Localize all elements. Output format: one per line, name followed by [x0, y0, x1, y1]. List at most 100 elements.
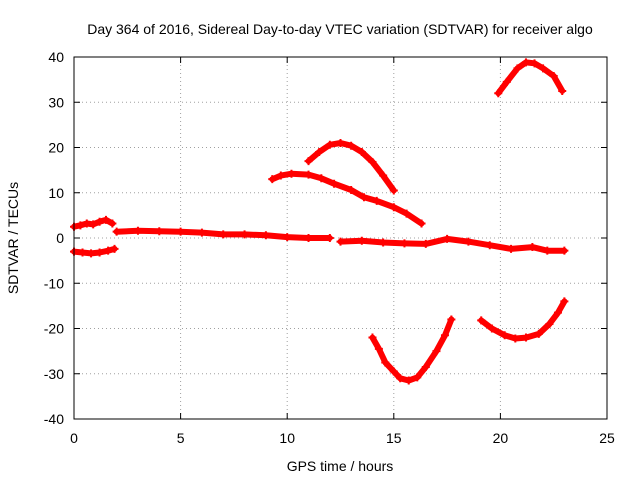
data-point: [283, 233, 292, 242]
data-point: [553, 308, 562, 317]
series-arc-7: [494, 58, 567, 98]
data-point: [104, 246, 113, 255]
y-tick-label: 30: [48, 94, 64, 110]
data-point: [155, 227, 164, 236]
data-point: [521, 333, 530, 342]
data-point: [219, 230, 228, 239]
data-point: [315, 148, 324, 157]
data-point: [507, 244, 516, 253]
data-point: [347, 141, 356, 150]
data-point: [545, 319, 554, 328]
x-tick-label: 0: [70, 430, 78, 446]
tick-labels: 0 5 10 15 20 25 -40 -30 -20 -10 0 10 20 30 40: [44, 49, 615, 446]
data-point: [440, 331, 449, 340]
data-point: [374, 344, 383, 353]
data-point: [317, 174, 326, 183]
data-point: [421, 362, 430, 371]
data-point: [549, 72, 558, 81]
data-point: [368, 333, 377, 342]
data-point: [101, 215, 110, 224]
data-point: [539, 64, 548, 73]
data-point: [502, 77, 511, 86]
data-point: [560, 297, 569, 306]
series-arc-8: [368, 315, 456, 385]
data-point: [108, 219, 117, 228]
x-axis-title: GPS time / hours: [287, 458, 394, 474]
data-point: [543, 246, 552, 255]
data-point: [513, 64, 522, 73]
data-point: [477, 316, 486, 325]
data-point: [381, 358, 390, 367]
data-point: [133, 226, 142, 235]
data-point: [521, 58, 530, 67]
data-point: [400, 239, 409, 248]
data-point: [389, 203, 398, 212]
data-point: [404, 376, 413, 385]
series-arc-4: [336, 234, 569, 255]
data-point: [89, 220, 98, 229]
y-tick-label: 20: [48, 140, 64, 156]
y-tick-label: -20: [44, 321, 64, 337]
data-point: [417, 219, 426, 228]
data-point: [78, 248, 87, 257]
data-point: [95, 248, 104, 257]
data-point: [379, 238, 388, 247]
data-point: [330, 179, 339, 188]
x-tick-label: 15: [386, 430, 402, 446]
data-point: [511, 334, 520, 343]
x-tick-label: 20: [493, 430, 509, 446]
chart-title: Day 364 of 2016, Sidereal Day-to-day VTE…: [87, 21, 593, 37]
series-arc-5: [268, 169, 426, 228]
data-point: [359, 193, 368, 202]
data-point: [413, 373, 422, 382]
data-point: [402, 209, 411, 218]
data-point: [276, 171, 285, 180]
data-point: [389, 367, 398, 376]
y-tick-label: 0: [56, 230, 64, 246]
data-point: [76, 221, 85, 230]
series-line: [495, 59, 566, 97]
data-point: [112, 227, 121, 236]
x-tick-label: 10: [279, 430, 295, 446]
y-tick-label: -10: [44, 275, 64, 291]
data-point: [268, 175, 277, 184]
y-tick-label: 40: [48, 49, 64, 65]
data-point: [304, 170, 313, 179]
data-point: [95, 217, 104, 226]
data-point: [176, 227, 185, 236]
data-point: [500, 331, 509, 340]
data-point: [528, 243, 537, 252]
data-point: [304, 234, 313, 242]
data-series: [70, 58, 569, 385]
data-point: [464, 237, 473, 246]
data-point: [325, 140, 334, 149]
data-point: [287, 169, 296, 178]
axis-ticks: [73, 56, 608, 420]
data-point: [357, 236, 366, 245]
data-point: [368, 157, 377, 166]
data-point: [197, 228, 206, 237]
data-point: [530, 59, 539, 68]
data-point: [396, 374, 405, 383]
data-point: [87, 249, 96, 258]
data-point: [432, 347, 441, 356]
data-point: [110, 244, 119, 253]
data-point: [304, 157, 313, 166]
y-tick-label: -40: [44, 411, 64, 427]
data-point: [372, 196, 381, 205]
y-axis-title: SDTVAR / TECUs: [5, 182, 21, 294]
data-point: [240, 230, 249, 239]
data-point: [421, 239, 430, 248]
x-tick-label: 25: [599, 430, 615, 446]
data-point: [560, 246, 569, 255]
data-point: [325, 234, 334, 242]
data-point: [347, 186, 356, 195]
series-arc-2: [70, 244, 119, 258]
data-point: [487, 324, 496, 333]
x-tick-label: 5: [177, 430, 185, 446]
data-point: [485, 241, 494, 250]
grid: [74, 57, 607, 419]
series-arc-3: [112, 226, 334, 242]
data-point: [558, 86, 567, 95]
